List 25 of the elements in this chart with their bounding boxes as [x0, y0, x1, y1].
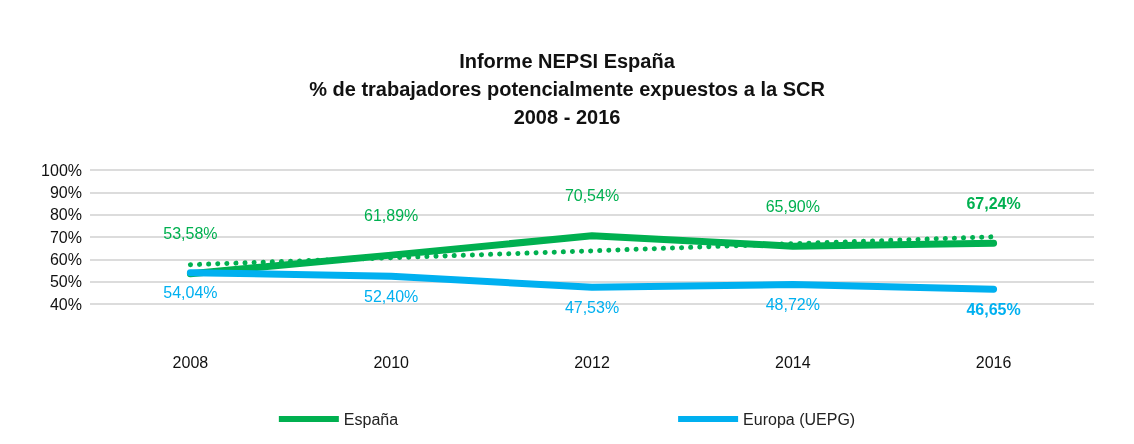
- legend-label: Europa (UEPG): [743, 410, 856, 428]
- x-tick-label: 2014: [775, 353, 811, 371]
- y-tick-label: 90%: [49, 183, 82, 201]
- chart-title: Informe NEPSI España % de trabajadores potencialmente expuestos a la SCR 2008 - 2016: [309, 50, 826, 128]
- data-label: 65,90%: [765, 197, 820, 215]
- data-label: 53,58%: [163, 225, 218, 243]
- y-tick-label: 40%: [49, 295, 82, 313]
- data-label: 47,53%: [564, 298, 620, 316]
- data-label: 67,24%: [966, 194, 1021, 212]
- y-tick-label: 70%: [49, 228, 82, 246]
- x-tick-label: 2012: [574, 353, 610, 371]
- y-tick-label: 100%: [41, 161, 82, 179]
- data-label: 61,89%: [364, 206, 419, 224]
- data-label: 70,54%: [564, 187, 620, 205]
- data-label: 48,72%: [765, 296, 820, 314]
- data-label: 46,65%: [966, 300, 1021, 318]
- y-tick-label: 60%: [49, 250, 82, 268]
- y-tick-label: 50%: [49, 273, 82, 291]
- x-tick-label: 2016: [975, 353, 1012, 371]
- x-tick-label: 2010: [373, 353, 410, 371]
- legend-label: España: [343, 410, 399, 428]
- data-label: 54,04%: [163, 284, 218, 302]
- y-tick-label: 80%: [49, 206, 82, 224]
- x-tick-label: 2008: [172, 353, 209, 371]
- data-label: 52,40%: [364, 287, 419, 305]
